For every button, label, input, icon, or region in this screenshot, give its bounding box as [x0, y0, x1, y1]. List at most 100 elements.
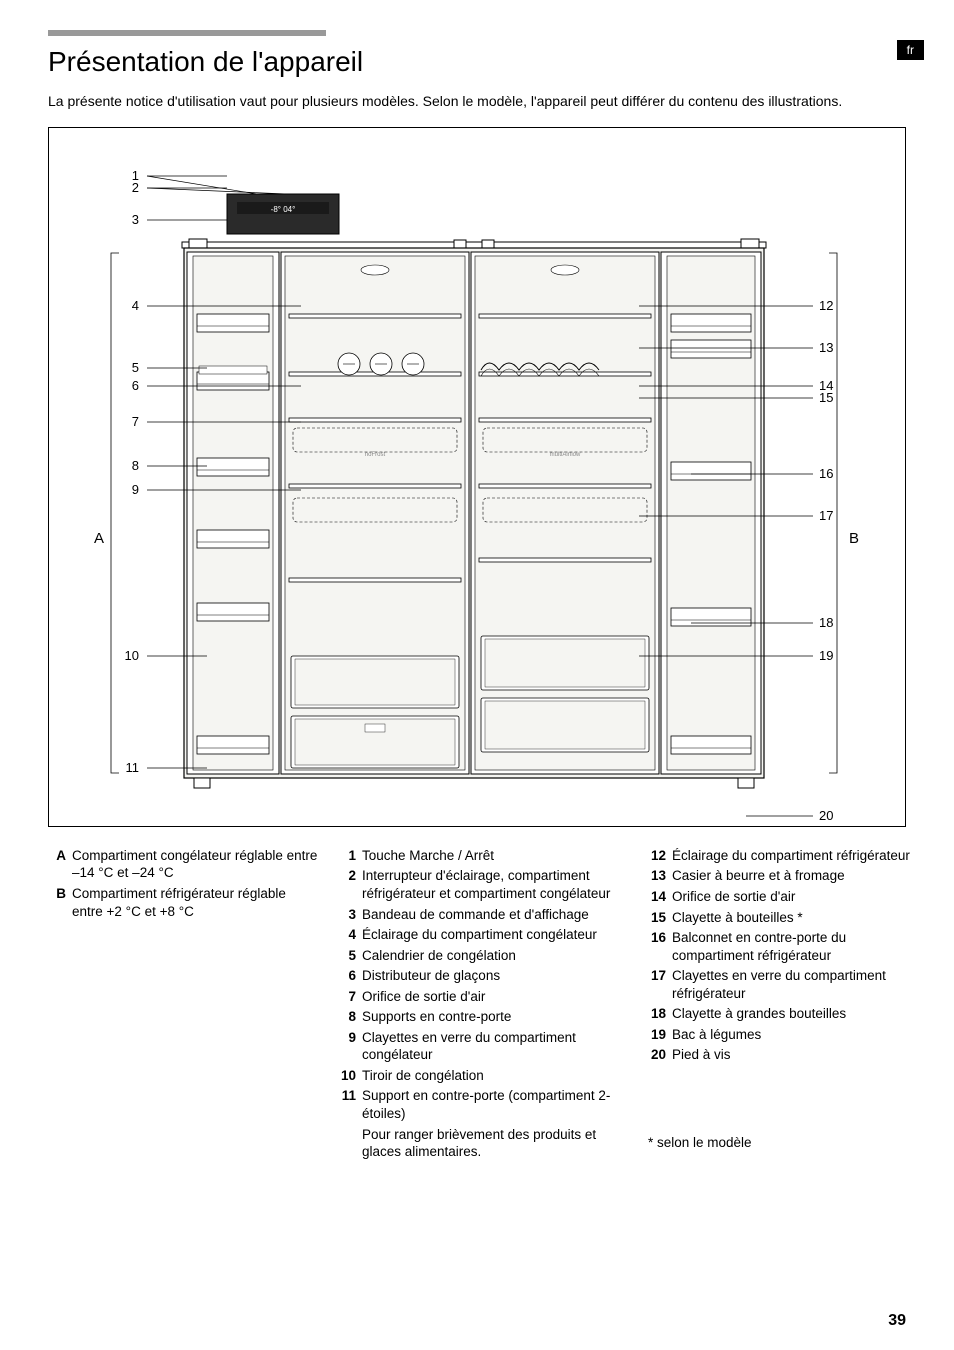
- legend-item: 19Bac à légumes: [648, 1026, 918, 1044]
- legend-value: Clayettes en verre du compartiment congé…: [362, 1029, 628, 1064]
- svg-text:15: 15: [819, 390, 833, 405]
- legend-item: 11Support en contre-porte (compartiment …: [338, 1087, 628, 1122]
- legend-item: 15Clayette à bouteilles *: [648, 909, 918, 927]
- legend-key: 19: [648, 1026, 672, 1044]
- legend-key: 16: [648, 929, 672, 964]
- legend-item: 13Casier à beurre et à fromage: [648, 867, 918, 885]
- legend-value: Compartiment réfrigérateur réglable entr…: [72, 885, 318, 920]
- legend-value: Pied à vis: [672, 1046, 918, 1064]
- legend-item: 18Clayette à grandes bouteilles: [648, 1005, 918, 1023]
- svg-text:2: 2: [132, 180, 139, 195]
- svg-text:B: B: [849, 530, 859, 547]
- legend-value: Bandeau de commande et d'affichage: [362, 906, 628, 924]
- legend-item: 14Orifice de sortie d'air: [648, 888, 918, 906]
- legend-item: 9Clayettes en verre du compartiment cong…: [338, 1029, 628, 1064]
- legend-value: Distributeur de glaçons: [362, 967, 628, 985]
- legend-key: 8: [338, 1008, 362, 1026]
- legend-key: 9: [338, 1029, 362, 1064]
- legend-key: 12: [648, 847, 672, 865]
- svg-text:A: A: [94, 530, 104, 547]
- legend-value: Touche Marche / Arrêt: [362, 847, 628, 865]
- legend-key: 2: [338, 867, 362, 902]
- legend-key: 5: [338, 947, 362, 965]
- legend-item: A Compartiment congélateur réglable entr…: [48, 847, 318, 882]
- legend-item: 10Tiroir de congélation: [338, 1067, 628, 1085]
- legend-key: 3: [338, 906, 362, 924]
- svg-text:6: 6: [132, 378, 139, 393]
- svg-text:11: 11: [126, 760, 140, 775]
- svg-text:-8° 04°: -8° 04°: [271, 205, 296, 214]
- legend-key: 11: [338, 1087, 362, 1122]
- legend-item: 2Interrupteur d'éclairage, compartiment …: [338, 867, 628, 902]
- legend-item: 4Éclairage du compartiment congélateur: [338, 926, 628, 944]
- legend-value: Balconnet en contre-porte du compartimen…: [672, 929, 918, 964]
- svg-text:19: 19: [819, 648, 833, 663]
- legend-item: 12Éclairage du compartiment réfrigérateu…: [648, 847, 918, 865]
- language-tab: fr: [897, 40, 924, 60]
- legend-key: 17: [648, 967, 672, 1002]
- legend-item: 6Distributeur de glaçons: [338, 967, 628, 985]
- svg-text:20: 20: [819, 808, 833, 823]
- legend-value: Orifice de sortie d'air: [362, 988, 628, 1006]
- svg-text:noFrost: noFrost: [365, 452, 386, 458]
- footnote: * selon le modèle: [648, 1134, 918, 1152]
- svg-text:5: 5: [132, 360, 139, 375]
- legend-item: 16Balconnet en contre-porte du compartim…: [648, 929, 918, 964]
- legend-key: 14: [648, 888, 672, 906]
- legend-key: 20: [648, 1046, 672, 1064]
- legend-key: 18: [648, 1005, 672, 1023]
- legend-item: B Compartiment réfrigérateur réglable en…: [48, 885, 318, 920]
- svg-text:8: 8: [132, 458, 139, 473]
- svg-text:13: 13: [819, 340, 833, 355]
- legend-value: Supports en contre-porte: [362, 1008, 628, 1026]
- legend-value: Clayette à grandes bouteilles: [672, 1005, 918, 1023]
- legend-item: 1Touche Marche / Arrêt: [338, 847, 628, 865]
- page-title: Présentation de l'appareil: [48, 46, 906, 78]
- legend-value: Orifice de sortie d'air: [672, 888, 918, 906]
- legend-key: 4: [338, 926, 362, 944]
- legend-key: 10: [338, 1067, 362, 1085]
- svg-text:3: 3: [132, 212, 139, 227]
- header-rule: [48, 30, 326, 36]
- svg-text:17: 17: [819, 508, 833, 523]
- legend-item: 20Pied à vis: [648, 1046, 918, 1064]
- svg-text:9: 9: [132, 482, 139, 497]
- legend-value: Casier à beurre et à fromage: [672, 867, 918, 885]
- legend-item: 5Calendrier de congélation: [338, 947, 628, 965]
- legend-value: Calendrier de congélation: [362, 947, 628, 965]
- legend-column-left: 1Touche Marche / Arrêt2Interrupteur d'éc…: [338, 847, 628, 1164]
- intro-text: La présente notice d'utilisation vaut po…: [48, 92, 906, 111]
- legend-item: 3Bandeau de commande et d'affichage: [338, 906, 628, 924]
- legend-value: Bac à légumes: [672, 1026, 918, 1044]
- legend-item: 17Clayettes en verre du compartiment réf…: [648, 967, 918, 1002]
- legend-value: Clayettes en verre du compartiment réfri…: [672, 967, 918, 1002]
- appliance-diagram: -8° 04° noFrost multiAirflow A B 12 3 4 5 6 7 8 9 10 1…: [48, 127, 906, 827]
- legend-value: Compartiment congélateur réglable entre …: [72, 847, 318, 882]
- legend-value: Éclairage du compartiment congélateur: [362, 926, 628, 944]
- svg-text:12: 12: [819, 298, 833, 313]
- legend-column-right: 12Éclairage du compartiment réfrigérateu…: [648, 847, 918, 1164]
- svg-text:4: 4: [132, 298, 139, 313]
- legend-key: 1: [338, 847, 362, 865]
- legend-key: 7: [338, 988, 362, 1006]
- svg-text:multiAirflow: multiAirflow: [550, 452, 581, 458]
- legend-column-sections: A Compartiment congélateur réglable entr…: [48, 847, 318, 1164]
- svg-text:16: 16: [819, 466, 833, 481]
- svg-text:18: 18: [819, 615, 833, 630]
- legend-value: Support en contre-porte (compartiment 2-…: [362, 1087, 628, 1122]
- legend-key: 13: [648, 867, 672, 885]
- legend-value: Tiroir de congélation: [362, 1067, 628, 1085]
- svg-text:10: 10: [125, 648, 139, 663]
- legend-value: Interrupteur d'éclairage, compartiment r…: [362, 867, 628, 902]
- legend-key: B: [48, 885, 72, 920]
- legend-key: A: [48, 847, 72, 882]
- legend-columns: A Compartiment congélateur réglable entr…: [48, 847, 906, 1164]
- legend-extra: Pour ranger brièvement des produits et g…: [338, 1126, 628, 1161]
- legend-value: Clayette à bouteilles *: [672, 909, 918, 927]
- page-number: 39: [888, 1312, 906, 1330]
- legend-key: 6: [338, 967, 362, 985]
- legend-key: 15: [648, 909, 672, 927]
- svg-text:7: 7: [132, 414, 139, 429]
- legend-item: 7Orifice de sortie d'air: [338, 988, 628, 1006]
- legend-item: 8Supports en contre-porte: [338, 1008, 628, 1026]
